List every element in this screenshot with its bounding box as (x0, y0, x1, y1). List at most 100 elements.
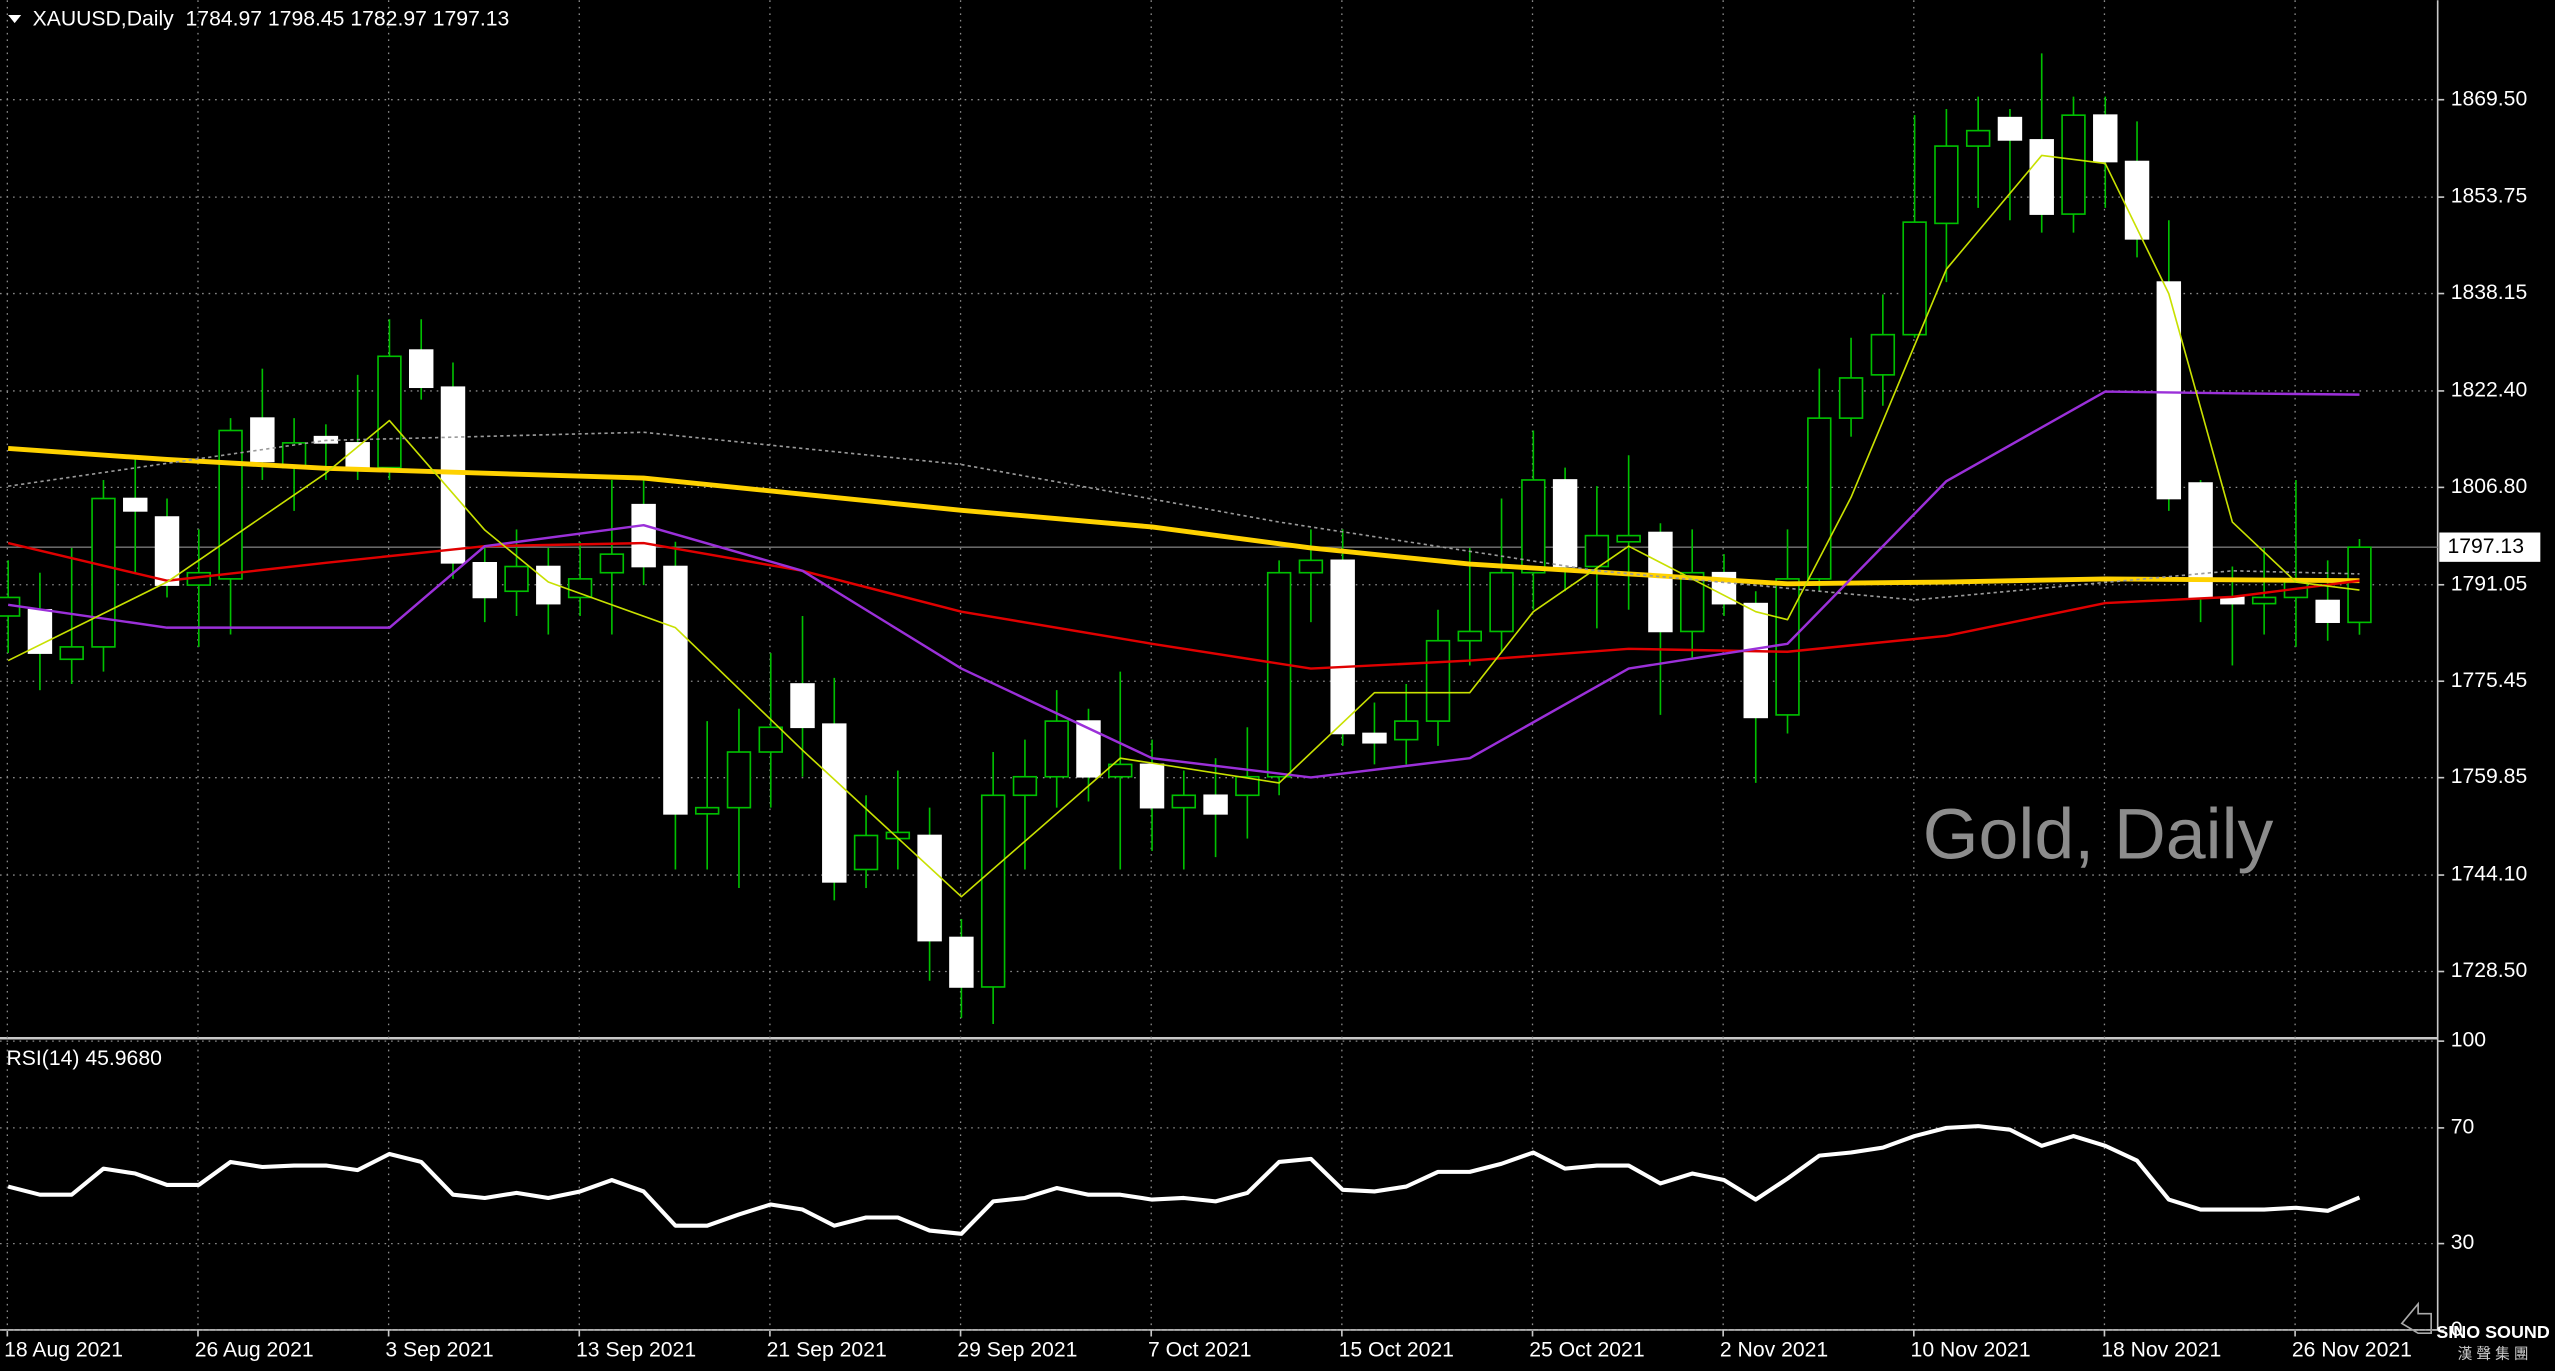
y-tick-label: 1822.40 (2451, 379, 2528, 402)
y-tick-label: 0 (2451, 1318, 2463, 1341)
chart-title: XAUUSD,Daily 1784.97 1798.45 1782.97 179… (33, 7, 510, 30)
y-tick-label: 1838.15 (2451, 281, 2528, 304)
candle-body (1584, 534, 1610, 568)
candle-body (1997, 116, 2023, 141)
candle-body (2315, 599, 2340, 623)
candle-body (1457, 630, 1482, 642)
candle-body (408, 349, 434, 389)
candle-body (377, 355, 402, 469)
candle-body (663, 565, 688, 815)
x-tick-label: 2 Nov 2021 (1720, 1339, 1828, 1362)
x-tick-label: 10 Nov 2021 (1911, 1339, 2031, 1362)
candle-body (1965, 129, 1991, 147)
candle-body (1076, 720, 1101, 778)
candle-body (1489, 571, 1514, 633)
candle-body (822, 723, 847, 883)
candle-body (2093, 114, 2118, 163)
moving-average-line (7, 390, 2360, 779)
y-tick-label: 1853.75 (2451, 185, 2528, 208)
x-tick-label: 29 Sep 2021 (957, 1339, 1077, 1362)
candle-body (504, 565, 529, 593)
candle-body (27, 608, 53, 654)
candle-body (949, 936, 974, 988)
y-tick-label: 1775.45 (2451, 669, 2528, 692)
watermark: Gold, Daily (1923, 794, 2274, 874)
candle-body (1521, 479, 1546, 574)
y-tick-label: 1744.10 (2451, 863, 2528, 886)
candle-body (59, 646, 84, 661)
y-tick-label: 1869.50 (2451, 87, 2528, 110)
candle-body (1330, 559, 1355, 735)
candle-body (1807, 417, 1832, 580)
candle-body (853, 834, 879, 871)
candle-body (1743, 602, 1768, 719)
logo-name: SINO SOUND (2436, 1322, 2549, 1342)
y-tick-label: 1806.80 (2451, 475, 2528, 498)
candle-body (631, 503, 656, 568)
y-tick-label: 1759.85 (2451, 765, 2528, 788)
moving-average-line (7, 154, 2360, 898)
candle-body (2061, 114, 2086, 215)
candle-body (472, 561, 497, 599)
collapse-triangle (8, 14, 22, 24)
candle-body (726, 751, 752, 809)
candle-body (1870, 333, 1896, 376)
candle-body (917, 834, 942, 942)
candle-body (123, 497, 148, 512)
x-tick-label: 21 Sep 2021 (767, 1339, 887, 1362)
x-tick-label: 7 Oct 2021 (1148, 1339, 1252, 1362)
candle-body (567, 578, 593, 599)
candle-body (1203, 794, 1228, 815)
y-tick-label: 1728.50 (2451, 959, 2528, 982)
candle-body (758, 726, 783, 753)
candle-body (250, 417, 275, 463)
y-tick-label: 100 (2451, 1029, 2486, 1052)
candle-body (1235, 775, 1260, 797)
scroll-icon (2400, 1301, 2432, 1335)
candle-body (599, 553, 625, 574)
x-tick-label: 18 Aug 2021 (4, 1339, 123, 1362)
rsi-line (7, 1124, 2361, 1236)
x-tick-label: 18 Nov 2021 (2101, 1339, 2221, 1362)
candle-body (980, 794, 1006, 988)
candle-body (1362, 732, 1387, 744)
candle-body (1044, 720, 1069, 778)
moving-average-line (7, 541, 2360, 670)
candle-body (91, 497, 116, 648)
candle-body (1394, 720, 1419, 741)
x-tick-label: 15 Oct 2021 (1339, 1339, 1454, 1362)
candle-body (1425, 639, 1451, 722)
candle-body (694, 806, 720, 815)
logo-subtitle: 漢 聲 集 團 (2458, 1345, 2529, 1362)
candle-body (1775, 578, 1800, 716)
candle-body (1171, 794, 1197, 809)
candle-body (1298, 559, 1324, 574)
x-tick-label: 3 Sep 2021 (385, 1339, 493, 1362)
y-tick-label: 30 (2451, 1231, 2475, 1254)
candle-body (1266, 571, 1292, 778)
candle-body (1679, 571, 1705, 633)
candle-body (1648, 531, 1673, 633)
x-tick-label: 26 Aug 2021 (195, 1339, 314, 1362)
candle-body (1902, 221, 1927, 336)
last-price-box (2439, 532, 2541, 562)
candle-body (440, 386, 466, 564)
candle-body (1108, 763, 1133, 778)
candle-body (1012, 775, 1038, 797)
candle-body (2029, 139, 2054, 215)
last-price-label: 1797.13 (2447, 535, 2524, 558)
y-tick-label: 70 (2451, 1115, 2475, 1138)
moving-average-line (7, 445, 2360, 587)
candle-body (154, 516, 180, 586)
moving-average-line (8, 431, 2360, 601)
candle-body (2156, 281, 2182, 500)
x-tick-label: 26 Nov 2021 (2292, 1339, 2412, 1362)
candle-body (1616, 534, 1641, 543)
x-tick-label: 25 Oct 2021 (1529, 1339, 1644, 1362)
candle-body (2347, 546, 2372, 624)
candle-body (1552, 479, 1578, 568)
rsi-title: RSI(14) 45.9680 (7, 1047, 162, 1070)
candle-body (218, 429, 243, 580)
